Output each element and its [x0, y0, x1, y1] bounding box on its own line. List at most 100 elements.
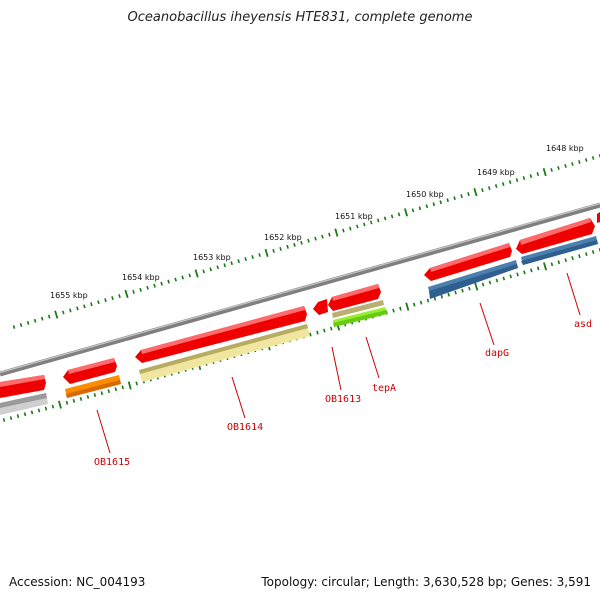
inner-ring-minor-tick: [461, 288, 464, 293]
gene-far-right-red[interactable]: [597, 212, 600, 223]
inner-ring-minor-tick: [30, 410, 34, 415]
gene-block-OB1615[interactable]: [65, 375, 121, 398]
gene-label-OB1615[interactable]: OB1615: [94, 457, 130, 468]
leader-OB1614: [231, 376, 246, 419]
gene-red-dapG-upper[interactable]: [424, 243, 512, 281]
outer-ring-minor-tick: [40, 316, 44, 321]
outer-ring-major-tick: [124, 289, 129, 299]
outer-ring-minor-tick: [12, 325, 16, 329]
inner-ring-minor-tick: [419, 300, 423, 305]
outer-ring-minor-tick: [536, 172, 540, 177]
outer-ring-minor-tick: [363, 222, 366, 227]
outer-ring-minor-tick: [118, 294, 121, 299]
gene-label-dapG[interactable]: dapG: [485, 348, 509, 359]
outer-ring-minor-tick: [209, 267, 212, 272]
leader-OB1613: [331, 346, 342, 391]
inner-ring-minor-tick: [495, 278, 499, 283]
outer-ring-minor-tick: [508, 180, 512, 185]
outer-ring-minor-tick: [529, 174, 533, 179]
gene-block-dapG[interactable]: [428, 260, 518, 299]
outer-ring-minor-tick: [132, 289, 135, 294]
outer-ring-minor-tick: [26, 320, 30, 325]
gene-label-OB1614[interactable]: OB1614: [227, 422, 263, 433]
inner-ring-minor-tick: [481, 282, 485, 287]
gene-block-left-grey[interactable]: [0, 393, 48, 415]
inner-ring-minor-tick: [16, 414, 20, 419]
gene-block-tepA-upper[interactable]: [332, 300, 384, 318]
inner-ring-minor-tick: [488, 280, 492, 285]
outer-ring-minor-tick: [369, 220, 373, 225]
outer-ring-minor-tick: [83, 304, 86, 309]
outer-ring-minor-tick: [202, 269, 205, 274]
outer-ring-minor-tick: [69, 308, 72, 313]
genome-backbone: [0, 202, 600, 377]
outer-ring-minor-tick: [293, 242, 296, 247]
gene-red-OB1614-upper[interactable]: [135, 306, 307, 363]
leader-asd: [566, 272, 581, 316]
outer-ring-minor-tick: [439, 200, 442, 205]
inner-ring-minor-tick: [79, 396, 83, 401]
inner-ring-minor-tick: [72, 398, 76, 403]
kbp-label-1648: 1648 kbp: [546, 144, 584, 153]
outer-ring-minor-tick: [515, 178, 519, 183]
inner-ring-minor-tick: [37, 408, 41, 413]
gene-label-asd[interactable]: asd: [574, 319, 592, 330]
outer-ring-minor-tick: [258, 253, 261, 257]
outer-ring-minor-tick: [97, 300, 100, 305]
inner-ring-minor-tick: [447, 292, 450, 297]
inner-ring-minor-tick: [516, 272, 519, 277]
genome-summary-text: Topology: circular; Length: 3,630,528 bp…: [261, 575, 591, 589]
inner-ring-minor-tick: [412, 302, 416, 307]
inner-ring-minor-tick: [86, 395, 90, 399]
outer-ring-minor-tick: [251, 255, 254, 260]
kbp-label-1654: 1654 kbp: [122, 273, 160, 282]
outer-ring-minor-tick: [230, 261, 233, 266]
outer-ring-minor-tick: [279, 246, 282, 251]
outer-ring-minor-tick: [376, 218, 380, 223]
outer-ring-minor-tick: [522, 176, 526, 181]
outer-ring-minor-tick: [286, 244, 289, 249]
gene-label-tepA[interactable]: tepA: [372, 383, 396, 394]
outer-ring-minor-tick: [494, 184, 498, 189]
inner-ring-major-tick: [127, 381, 132, 390]
outer-ring-minor-tick: [90, 302, 93, 307]
genome-title: Oceanobacillus iheyensis HTE831, complet…: [127, 10, 473, 25]
outer-ring-major-tick: [54, 310, 59, 319]
outer-ring-minor-tick: [174, 277, 177, 282]
inner-ring-major-tick: [58, 400, 62, 409]
inner-ring-minor-tick: [316, 330, 319, 335]
gene-block-OB1614[interactable]: [139, 324, 310, 382]
inner-ring-minor-tick: [100, 391, 104, 396]
gene-red-OB1615-upper[interactable]: [63, 358, 117, 384]
gene-red-tepA-upper[interactable]: [328, 284, 381, 311]
inner-ring-minor-tick: [114, 387, 118, 392]
outer-ring-minor-tick: [425, 204, 429, 209]
label-leader-lines: [96, 272, 581, 454]
outer-ring-minor-tick: [578, 160, 581, 164]
gene-red-left-edge[interactable]: [0, 375, 46, 398]
inner-ring-minor-tick: [571, 256, 574, 261]
inner-ring-minor-tick: [585, 252, 588, 257]
inner-ring-minor-tick: [454, 290, 457, 295]
outer-ring-major-tick: [264, 248, 269, 258]
gene-block-asd[interactable]: [521, 236, 598, 265]
inner-ring-minor-tick: [121, 385, 124, 390]
inner-ring-minor-tick: [440, 294, 444, 299]
kbp-label-1651: 1651 kbp: [335, 212, 373, 221]
reverse-genes: [0, 236, 598, 415]
outer-ring-minor-tick: [188, 273, 191, 278]
gene-red-OB1613[interactable]: [313, 299, 328, 315]
outer-ring-minor-tick: [146, 285, 149, 290]
gene-red-asd-upper[interactable]: [516, 218, 595, 254]
outer-ring-major-tick: [194, 269, 199, 278]
inner-ring-minor-tick: [530, 268, 533, 273]
gene-block-tepA-lower[interactable]: [333, 307, 387, 327]
outer-tick-ring: [12, 154, 600, 329]
outer-ring-minor-tick: [342, 228, 345, 233]
outer-ring-minor-tick: [47, 314, 51, 319]
outer-ring-minor-tick: [314, 236, 317, 241]
outer-ring-minor-tick: [33, 318, 37, 323]
outer-ring-minor-tick: [216, 265, 219, 270]
outer-ring-minor-tick: [418, 206, 422, 211]
gene-label-OB1613[interactable]: OB1613: [325, 394, 361, 405]
